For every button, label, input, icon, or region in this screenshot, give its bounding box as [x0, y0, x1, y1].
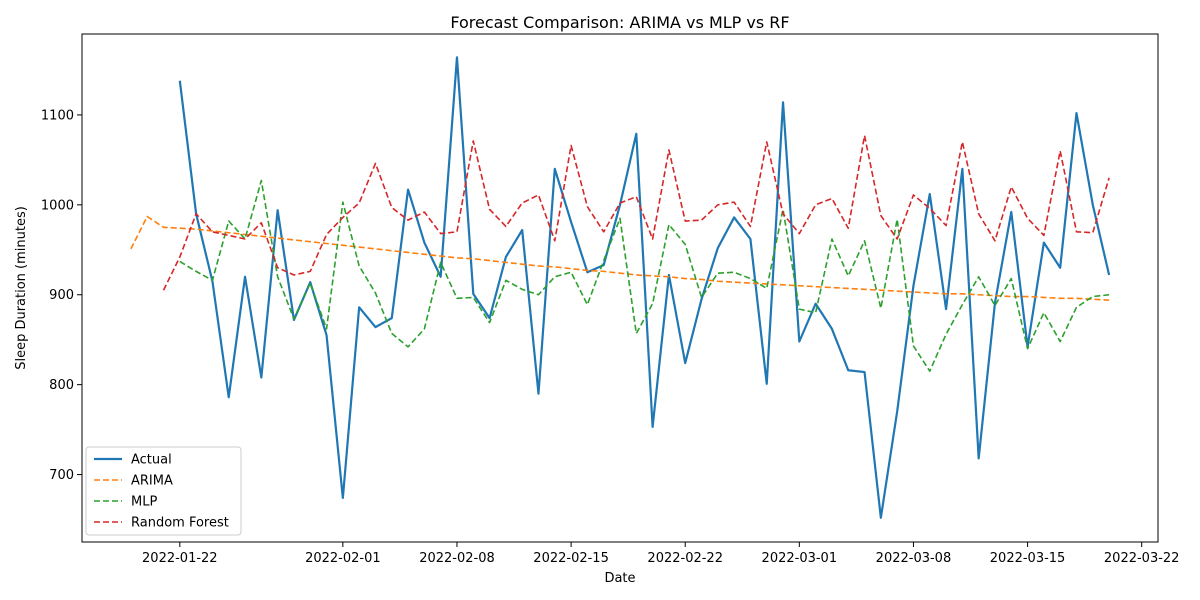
- x-axis-label: Date: [604, 571, 635, 586]
- legend-label-arima: ARIMA: [131, 474, 173, 489]
- y-tick-label: 800: [49, 378, 74, 393]
- y-tick-label: 900: [49, 288, 74, 303]
- y-tick-label: 1100: [41, 108, 74, 123]
- legend: Actual ARIMA MLP Random Forest: [85, 446, 242, 536]
- legend-label-random-forest: Random Forest: [131, 516, 229, 531]
- legend-box: [85, 446, 242, 536]
- y-tick-label: 700: [49, 468, 74, 483]
- series-layer: [130, 56, 1111, 519]
- series-line-mlp: [179, 179, 1110, 372]
- plot-area-frame: [81, 33, 1159, 543]
- y-axis-label: Sleep Duration (minutes): [14, 206, 29, 370]
- legend-label-mlp: MLP: [131, 495, 157, 510]
- y-tick-label: 1000: [41, 198, 74, 213]
- x-axis-ticks: 2022-01-22 2022-02-01 2022-02-08 2022-02-15…: [142, 542, 1179, 566]
- x-tick-label: 2022-02-08: [419, 551, 495, 566]
- x-tick-label: 2022-03-22: [1104, 551, 1180, 566]
- x-tick-label: 2022-01-22: [142, 551, 218, 566]
- x-tick-label: 2022-03-08: [876, 551, 952, 566]
- x-tick-label: 2022-03-15: [990, 551, 1066, 566]
- x-tick-label: 2022-03-01: [762, 551, 838, 566]
- series-line-actual: [178, 56, 1111, 519]
- chart-title: Forecast Comparison: ARIMA vs MLP vs RF: [450, 13, 789, 32]
- x-tick-label: 2022-02-01: [305, 551, 381, 566]
- legend-label-actual: Actual: [131, 453, 172, 468]
- x-tick-label: 2022-02-22: [647, 551, 723, 566]
- x-tick-label: 2022-02-15: [533, 551, 609, 566]
- series-line-arima: [130, 215, 1110, 301]
- series-line-random-forest: [162, 134, 1110, 291]
- y-axis-ticks: 700 800 900 1000 1100: [41, 108, 82, 483]
